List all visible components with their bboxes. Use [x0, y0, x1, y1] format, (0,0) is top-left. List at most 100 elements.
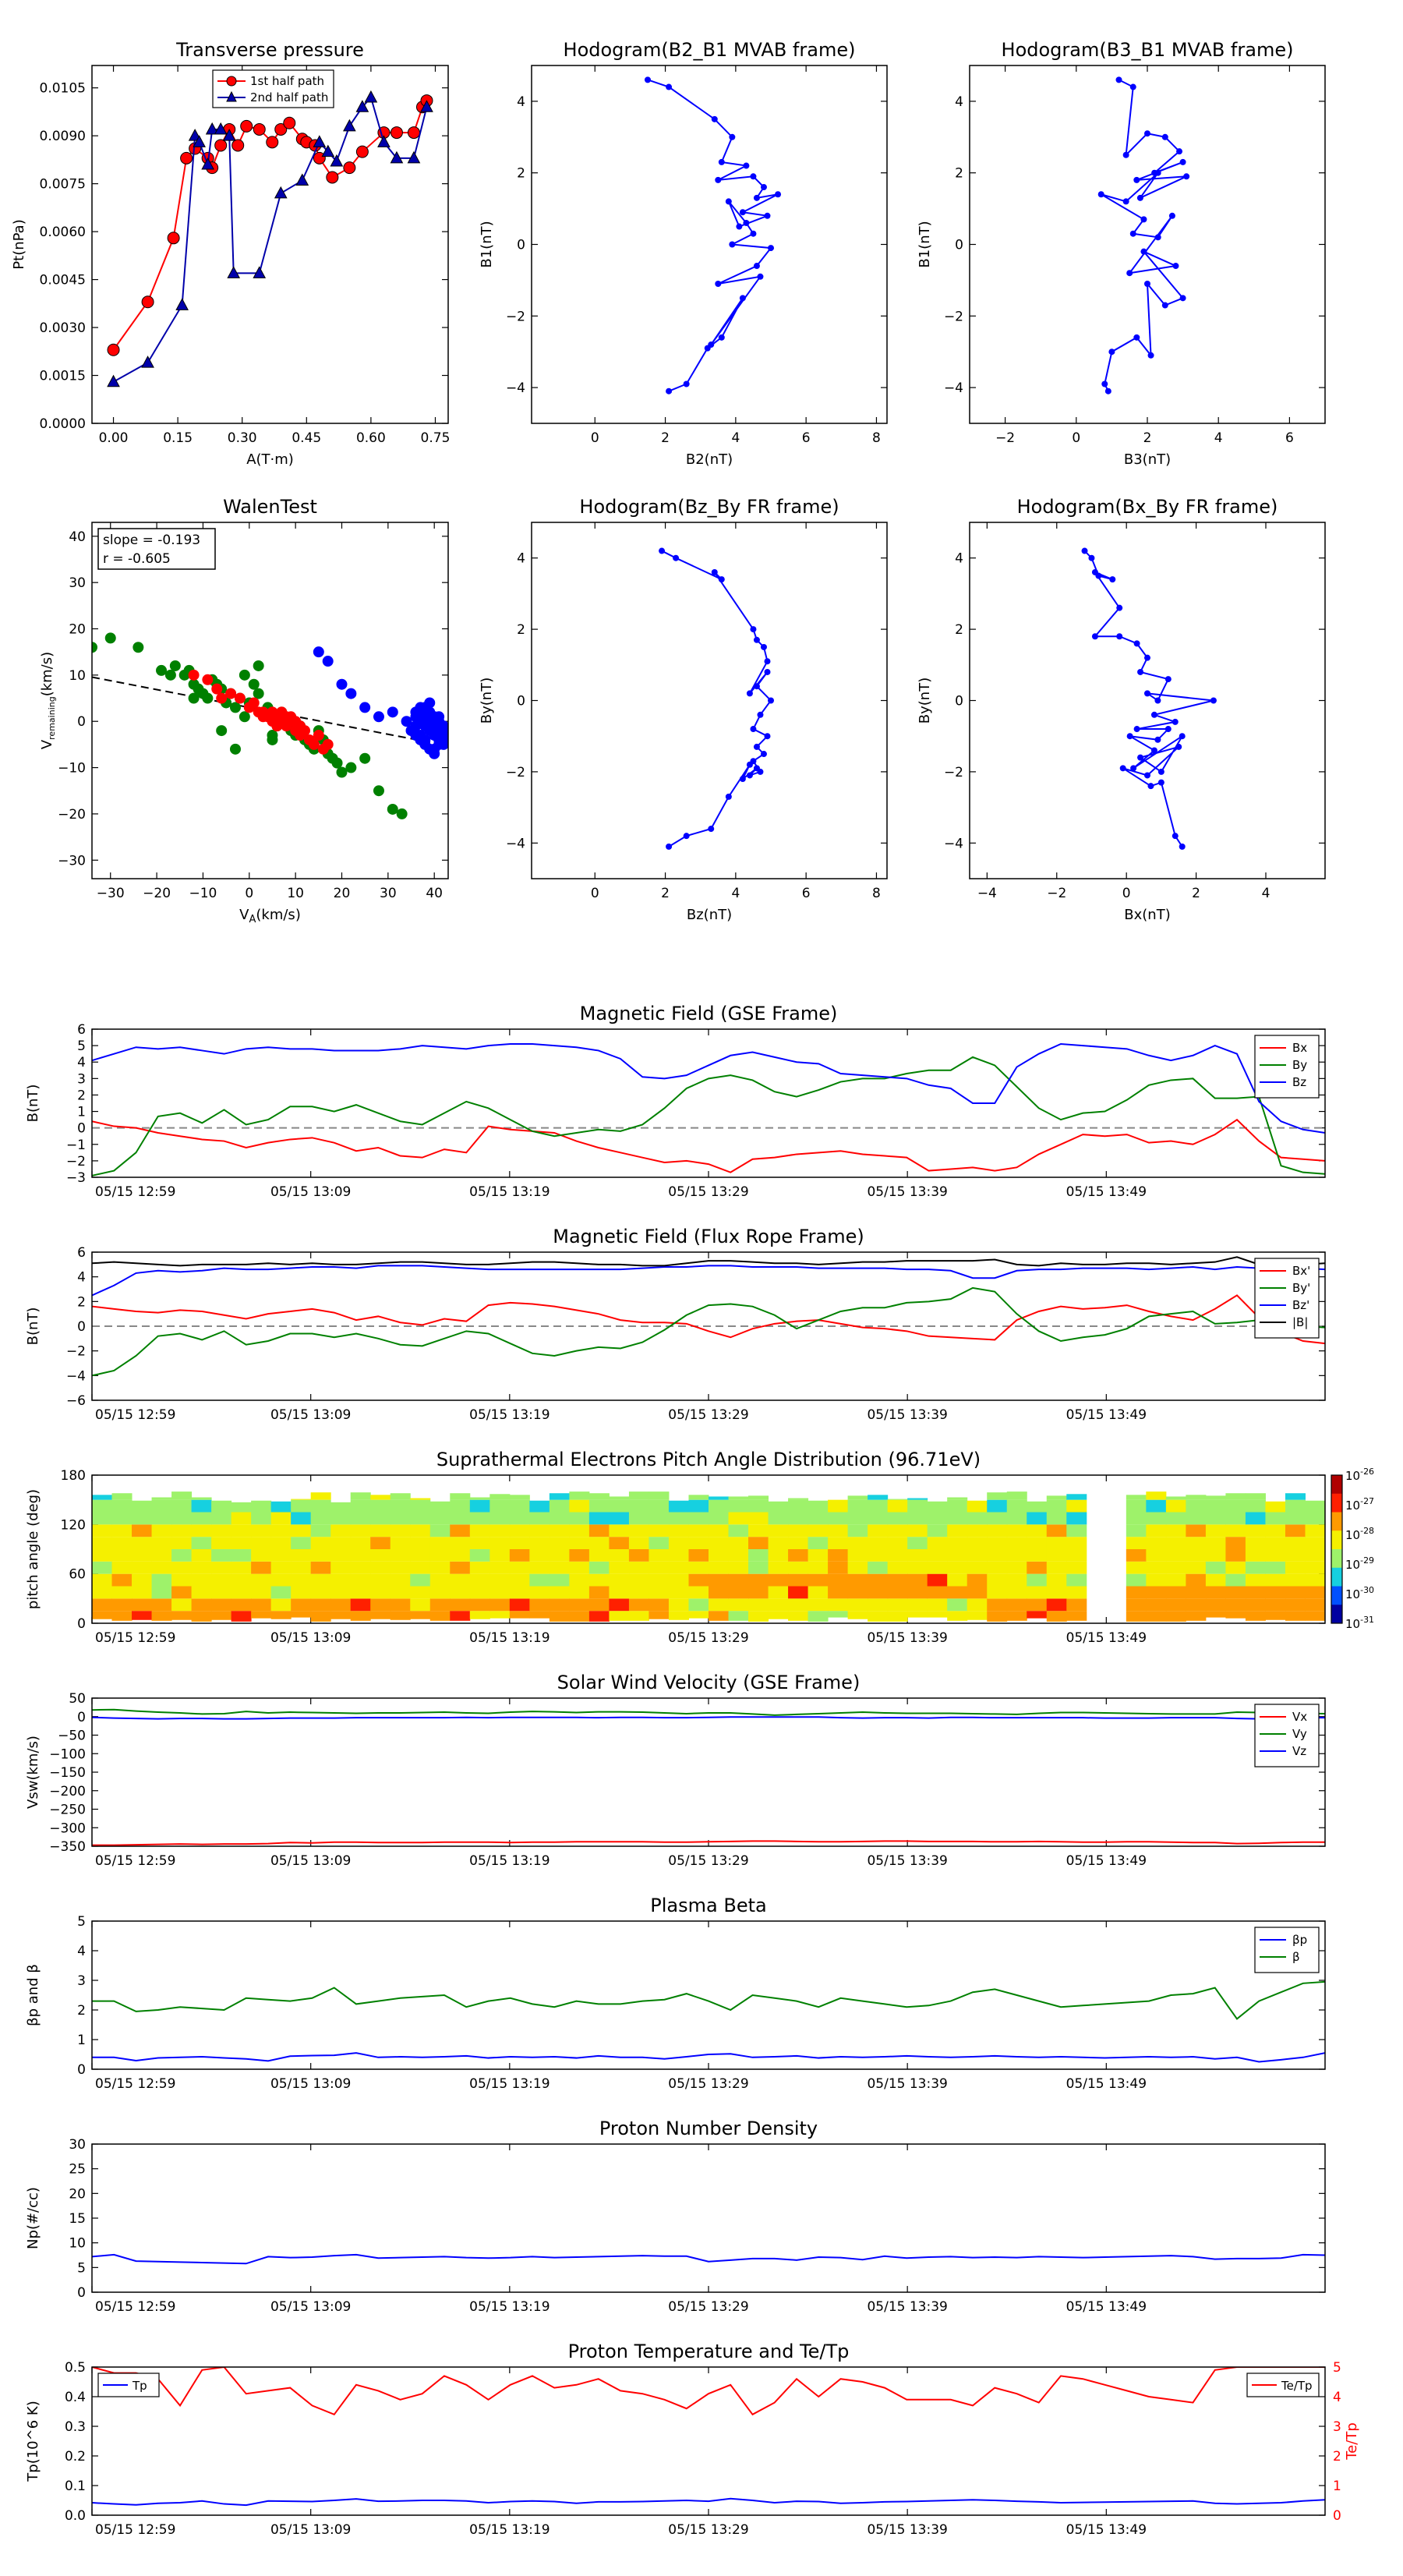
heatmap-cell — [609, 1586, 630, 1599]
heatmap-cell — [1146, 1611, 1167, 1622]
data-point — [1150, 747, 1157, 754]
legend-label: Vy — [1292, 1727, 1307, 1741]
heatmap-cell — [847, 1598, 868, 1612]
panel-title: WalenTest — [223, 496, 317, 518]
heatmap-cell — [350, 1524, 371, 1537]
heatmap-cell — [628, 1561, 649, 1574]
heatmap-cell — [191, 1497, 212, 1500]
heatmap-cell — [151, 1598, 172, 1612]
heatmap-cell — [748, 1611, 769, 1622]
y-axis-label: B(nT) — [25, 1307, 41, 1346]
heatmap-cell — [668, 1537, 689, 1549]
heatmap-cell — [1066, 1549, 1087, 1562]
heatmap-cell — [291, 1499, 312, 1500]
heatmap-cell — [251, 1549, 272, 1562]
y-axis-label: B1(nT) — [479, 221, 495, 267]
heatmap-cell — [171, 1598, 193, 1612]
heatmap-cell — [370, 1499, 391, 1513]
plot-area — [92, 1256, 1325, 1377]
heatmap-cell — [628, 1491, 649, 1500]
data-point — [718, 576, 725, 583]
heatmap-cell — [1126, 1549, 1147, 1562]
heatmap-cell — [1027, 1549, 1048, 1562]
data-point — [326, 171, 339, 184]
heatmap-cell — [569, 1499, 590, 1513]
heatmap-cell — [171, 1611, 193, 1620]
data-point — [429, 748, 440, 759]
heatmap-cell — [1225, 1549, 1246, 1562]
plot-area — [92, 2367, 1325, 2507]
data-point — [764, 668, 771, 675]
data-point — [239, 669, 250, 681]
y-axis-label: By(nT) — [917, 678, 933, 724]
heatmap-cell — [887, 1512, 908, 1525]
data-point — [760, 184, 767, 191]
data-point — [729, 241, 736, 248]
x-tick-label: 0.75 — [421, 430, 451, 446]
data-point — [1133, 640, 1140, 647]
data-point — [229, 743, 241, 755]
data-point — [718, 334, 725, 341]
y-tick-label: 4 — [517, 551, 525, 567]
heatmap-cell — [1285, 1598, 1306, 1612]
heatmap-cell — [1225, 1611, 1246, 1619]
heatmap-cell — [291, 1499, 312, 1513]
x-tick-label: 05/15 13:09 — [270, 2299, 351, 2315]
panel-title: Solar Wind Velocity (GSE Frame) — [557, 1672, 861, 1693]
heatmap-cell — [410, 1537, 431, 1549]
heatmap-cell — [211, 1598, 232, 1612]
y-tick-label: −100 — [49, 1746, 86, 1762]
data-point — [1183, 173, 1190, 180]
heatmap-cell — [1186, 1573, 1207, 1587]
y-tick-label: −4 — [66, 1368, 86, 1384]
heatmap-cell — [1165, 1561, 1186, 1574]
data-point — [1133, 176, 1140, 183]
data-point — [253, 122, 266, 136]
y-axis-label: B(nT) — [25, 1085, 41, 1123]
heatmap-cell — [390, 1524, 411, 1537]
heatmap-cell — [489, 1499, 511, 1513]
heatmap-cell — [1205, 1586, 1226, 1599]
heatmap-cell — [1006, 1537, 1027, 1549]
data-point — [188, 669, 200, 681]
heatmap-cell — [1265, 1537, 1286, 1549]
heatmap-cell — [1066, 1561, 1087, 1574]
heatmap-cell — [469, 1499, 490, 1513]
heatmap-cell — [330, 1512, 352, 1525]
heatmap-cell — [151, 1537, 172, 1549]
heatmap-cell — [768, 1611, 789, 1619]
y-tick-label: 0 — [77, 1710, 86, 1725]
x-tick-label: 05/15 13:29 — [668, 1184, 748, 1200]
data-point — [1133, 334, 1140, 341]
heatmap-cell — [1265, 1561, 1286, 1574]
data-point — [1129, 83, 1136, 90]
x-tick-label: 05/15 13:39 — [867, 2076, 947, 2092]
y-tick-label: 4 — [517, 94, 525, 110]
data-point — [336, 678, 348, 690]
heatmap-cell — [151, 1499, 172, 1513]
heatmap-cell — [1146, 1549, 1167, 1562]
heatmap-cell — [808, 1573, 829, 1587]
heatmap-cell — [709, 1537, 730, 1549]
heatmap-cell — [1046, 1499, 1067, 1513]
heatmap-cell — [868, 1512, 889, 1525]
heatmap-cell — [748, 1561, 769, 1574]
x-tick-label: −2 — [1047, 886, 1066, 901]
heatmap-cell — [947, 1549, 968, 1562]
heatmap-cell — [1006, 1573, 1027, 1587]
heatmap-cell — [788, 1512, 809, 1525]
x-axis-label: Bz(nT) — [687, 907, 732, 923]
heatmap-cell — [92, 1586, 113, 1599]
heatmap-cell — [330, 1549, 352, 1562]
heatmap-cell — [429, 1512, 451, 1525]
heatmap-cell — [808, 1598, 829, 1612]
y-tick-label-right: 5 — [1333, 2360, 1341, 2376]
heatmap-cell — [709, 1524, 730, 1537]
data-point — [704, 345, 711, 352]
heatmap-cell — [868, 1611, 889, 1622]
heatmap-cell — [569, 1561, 590, 1574]
series-Te-Tp — [92, 2367, 1325, 2416]
heatmap-cell — [251, 1500, 272, 1513]
x-tick-label: 05/15 13:29 — [668, 2522, 748, 2538]
heatmap-cell — [509, 1512, 530, 1525]
